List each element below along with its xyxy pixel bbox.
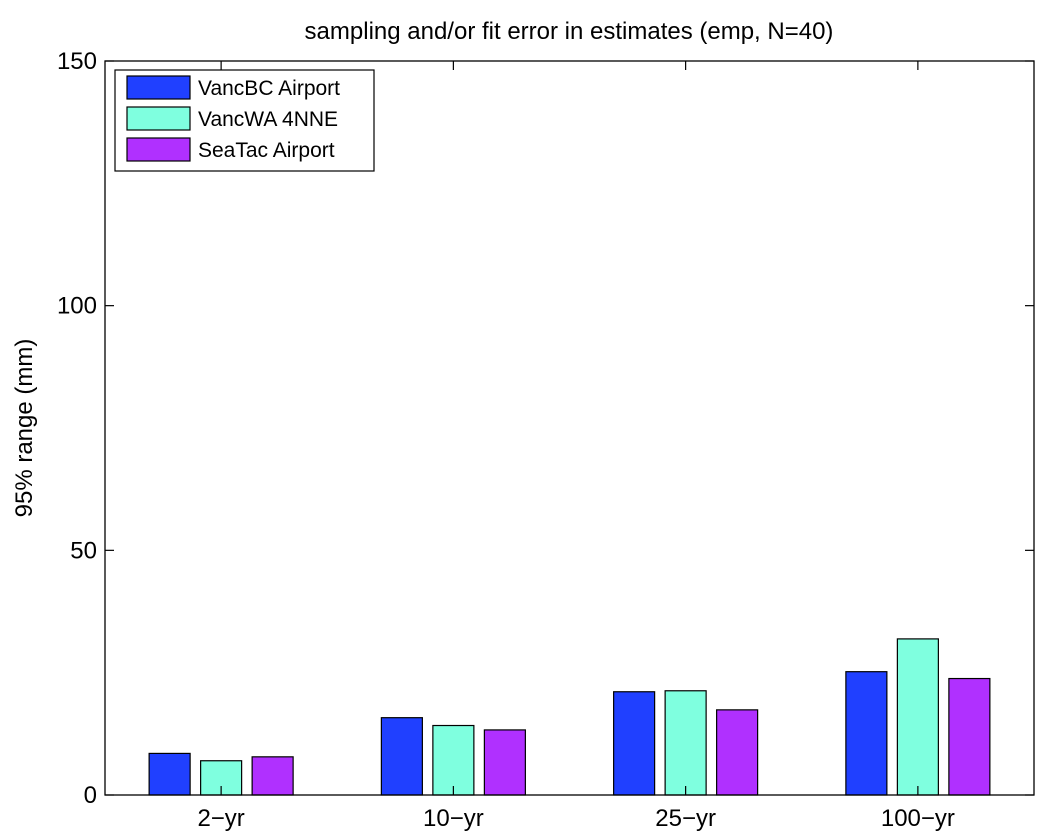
bar-3-4 — [948, 677, 991, 796]
bar-1-1 — [148, 752, 191, 796]
bar-2-4 — [896, 638, 939, 796]
bar-1-3 — [613, 691, 656, 796]
ticks-layer: 2−yr 10−yr 25−yr 100−yr 0 50 100 150 — [57, 48, 1034, 832]
x-tick-label: 2−yr — [197, 805, 244, 832]
y-tick-label: 150 — [57, 48, 97, 75]
y-tick-label: 50 — [70, 537, 97, 564]
legend-swatch — [126, 137, 191, 162]
bar-3-2 — [483, 729, 526, 796]
legend-swatch — [126, 106, 191, 131]
x-tick-label: 100−yr — [881, 805, 955, 832]
bar-2-2 — [432, 724, 475, 796]
legend-entry: SeaTac Airport — [198, 139, 335, 162]
legend-entry: VancBC Airport — [198, 77, 340, 100]
chart-title: sampling and/or fit error in estimates (… — [305, 18, 834, 45]
bar-2-3 — [664, 690, 707, 796]
bar-1-4 — [845, 671, 888, 796]
bar-1-2 — [380, 717, 423, 796]
legend-swatch — [126, 75, 191, 100]
bar-3-3 — [716, 709, 759, 796]
x-tick-label: 10−yr — [423, 805, 484, 832]
y-tick-label: 0 — [84, 782, 97, 809]
y-tick-label: 100 — [57, 293, 97, 320]
bar-3-1 — [251, 756, 294, 796]
legend-entry: VancWA 4NNE — [198, 108, 338, 131]
x-tick-label: 25−yr — [655, 805, 716, 832]
plot-frame — [104, 60, 1035, 796]
bars-layer — [148, 638, 991, 796]
y-axis-label: 95% range (mm) — [11, 339, 38, 518]
legend: VancBC Airport VancWA 4NNE SeaTac Airport — [114, 69, 375, 172]
